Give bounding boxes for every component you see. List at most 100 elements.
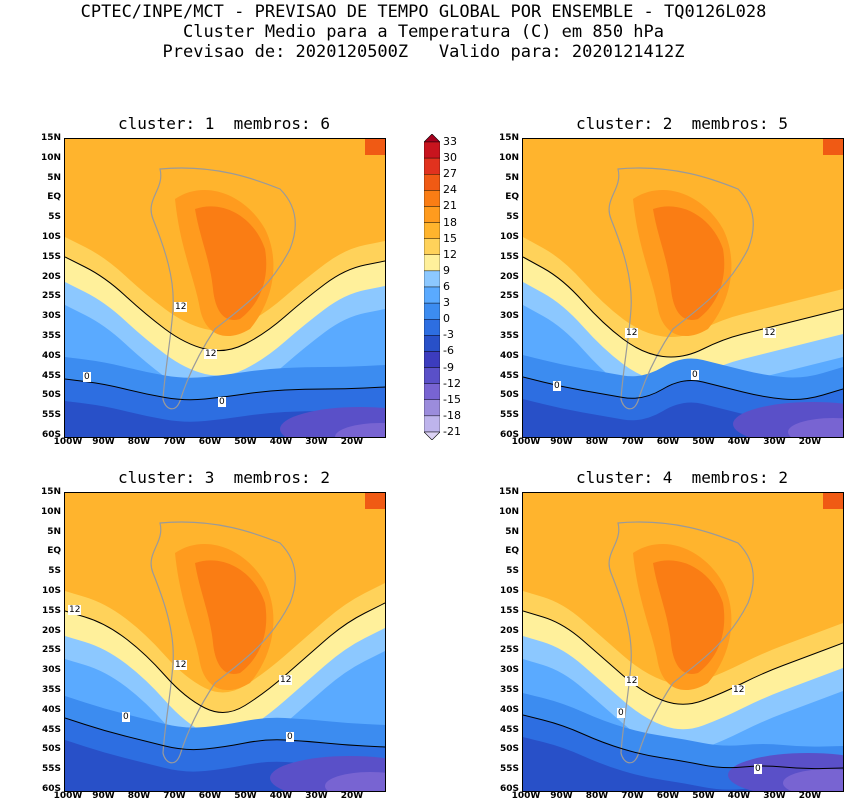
lat-tick-label: 10S	[41, 586, 61, 596]
lat-tick-label: 45S	[41, 370, 61, 381]
lat-tick-label: 55S	[41, 410, 61, 421]
colorbar-swatch	[423, 254, 441, 272]
colorbar-swatch	[423, 174, 441, 191]
lat-tick-label: 30S	[41, 311, 61, 322]
colorbar-swatch	[423, 351, 441, 368]
lat-tick-label: 15N	[498, 133, 519, 143]
colorbar-label: 12	[443, 247, 457, 261]
colorbar-swatch	[423, 238, 441, 255]
colorbar-swatch	[423, 399, 441, 417]
panel-3-title: cluster: 3 membros: 2	[118, 468, 330, 487]
colorbar-swatch	[423, 141, 441, 159]
colorbar	[423, 133, 441, 441]
lat-tick-label: 10S	[41, 232, 61, 242]
lat-tick-label: 10N	[498, 152, 519, 163]
map-panel-3	[64, 492, 386, 792]
contour-value-label: 0	[553, 381, 561, 391]
field-m6-m3	[523, 737, 843, 791]
lon-tick-label: 80W	[585, 437, 609, 447]
contour-value-label: 12	[204, 349, 218, 359]
lon-tick-label: 20W	[798, 791, 822, 801]
lon-tick-label: 80W	[585, 791, 609, 801]
lat-tick-label: 45S	[499, 370, 519, 381]
contour-value-label: 0	[691, 370, 699, 380]
lat-tick-label: 25S	[499, 645, 519, 656]
coastline	[150, 167, 296, 410]
colorbar-label: -12	[443, 376, 461, 390]
lon-tick-label: 70W	[163, 791, 186, 801]
lat-tick-label: 10N	[498, 506, 519, 517]
lat-tick-label: EQ	[47, 192, 61, 203]
hot-spot	[365, 493, 385, 509]
lat-tick-label: 55S	[499, 410, 519, 421]
contour-value-label: 12	[625, 328, 639, 338]
lat-tick-label: 30S	[499, 665, 519, 676]
lat-tick-label: 35S	[499, 331, 519, 341]
contour-value-label: 12	[625, 676, 639, 686]
header-line-3: Previsao de: 2020120500Z Valido para: 20…	[162, 42, 685, 62]
header-line-1: CPTEC/INPE/MCT - PREVISAO DE TEMPO GLOBA…	[80, 2, 767, 22]
colorbar-label: -15	[443, 392, 461, 406]
colorbar-swatch	[423, 157, 441, 175]
lat-tick-label: 55S	[499, 764, 519, 775]
lon-tick-label: 60W	[656, 437, 680, 447]
lon-tick-label: 90W	[550, 437, 573, 447]
lon-tick-label: 30W	[763, 437, 786, 447]
lat-tick-label: EQ	[47, 546, 61, 557]
coastline	[608, 521, 754, 764]
lon-tick-label: 100W	[511, 791, 541, 801]
colorbar-label: -21	[443, 425, 461, 438]
contour-0	[65, 378, 385, 401]
lat-tick-label: 40S	[41, 350, 61, 361]
lon-tick-label: 80W	[127, 791, 151, 801]
lat-tick-label: 5S	[506, 566, 519, 577]
cold-core	[325, 772, 385, 791]
lat-tick-label: 5N	[47, 172, 61, 183]
map-panel-4	[522, 492, 844, 792]
colorbar-label: 21	[443, 199, 457, 213]
colorbar-swatch	[423, 367, 441, 384]
lat-tick-label: 15N	[40, 133, 61, 143]
cold-core	[788, 418, 843, 437]
map-panel-1	[64, 138, 386, 438]
lon-tick-label: 70W	[621, 437, 644, 447]
colorbar-label: 6	[443, 280, 450, 293]
lon-tick-label: 60W	[656, 791, 680, 801]
contour-value-label: 12	[763, 328, 777, 338]
colorbar-label: 0	[443, 312, 450, 326]
colorbar-label: -6	[443, 344, 454, 358]
lat-tick-label: 25S	[499, 291, 519, 302]
lat-tick-label: 60S	[41, 430, 61, 440]
panel-2-title: cluster: 2 membros: 5	[576, 114, 788, 133]
hot-spot	[823, 493, 843, 509]
hot-region	[653, 560, 725, 674]
colorbar-swatch	[423, 270, 441, 288]
lon-tick-label: 30W	[305, 437, 328, 447]
contour-value-label: 0	[83, 372, 91, 382]
lon-tick-label: 80W	[127, 437, 151, 447]
lat-tick-label: 20S	[499, 625, 519, 636]
colorbar-label: 3	[443, 296, 450, 310]
lat-tick-label: 10S	[499, 586, 519, 596]
contour-0	[523, 714, 843, 770]
colorbar-swatch	[423, 302, 441, 320]
lat-tick-label: 20S	[499, 271, 519, 282]
lon-tick-label: 50W	[692, 437, 715, 447]
map-svg	[65, 493, 385, 791]
colorbar-top-arrow	[423, 133, 441, 143]
map-panel-2	[522, 138, 844, 438]
lat-tick-label: 60S	[499, 784, 519, 794]
lon-tick-label: 70W	[163, 437, 186, 447]
hot-region	[195, 560, 267, 674]
contour-value-label: 12	[279, 675, 293, 685]
lat-tick-label: 5N	[505, 526, 519, 537]
lon-tick-label: 50W	[692, 791, 715, 801]
lat-tick-label: 30S	[499, 311, 519, 322]
map-svg	[65, 139, 385, 437]
lat-tick-label: 35S	[499, 685, 519, 695]
lon-tick-label: 20W	[340, 437, 364, 447]
lat-tick-label: 60S	[41, 784, 61, 794]
lon-tick-label: 90W	[92, 791, 115, 801]
cold-core	[783, 769, 843, 791]
lon-tick-label: 100W	[53, 437, 83, 447]
